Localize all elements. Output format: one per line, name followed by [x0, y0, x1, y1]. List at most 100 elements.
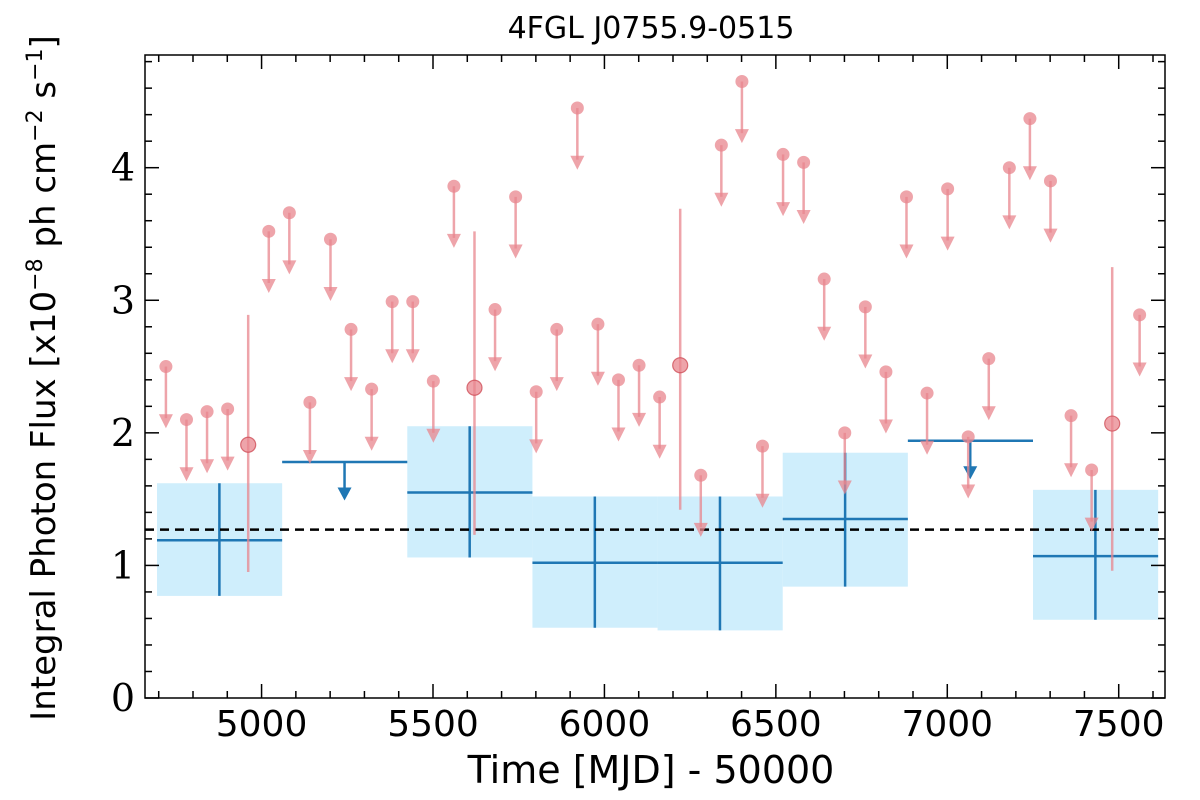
monthly-ul-point — [714, 138, 728, 152]
monthly-ul-point — [838, 426, 852, 440]
monthly-ul-arrow — [590, 371, 605, 386]
axes-frame — [144, 54, 1166, 699]
y-tick-label: 4 — [111, 146, 135, 190]
monthly-ul-arrow — [1132, 362, 1147, 377]
x-axis-label: Time [MJD] - 50000 — [467, 748, 835, 792]
monthly-ul-arrow — [837, 480, 852, 495]
monthly-ul-arrow — [858, 354, 873, 369]
monthly-ul-point — [694, 468, 708, 482]
monthly-ul-arrow — [529, 439, 544, 454]
monthly-ul-arrow — [632, 412, 647, 427]
monthly-ul-point — [591, 317, 605, 331]
monthly-ul-point — [920, 386, 934, 400]
monthly-ul-arrow — [899, 244, 914, 259]
monthly-ul-arrow — [261, 278, 276, 293]
monthly-ul-point — [961, 430, 975, 444]
monthly-ul-arrow — [734, 129, 749, 144]
monthly-det-point — [1104, 415, 1121, 432]
monthly-ul-arrow — [817, 326, 832, 341]
monthly-ul-arrow — [179, 467, 194, 482]
y-tick-label: 0 — [111, 676, 135, 720]
monthly-ul-point — [303, 395, 317, 409]
monthly-ul-point — [1023, 112, 1037, 126]
monthly-ul-arrow — [693, 522, 708, 537]
y-tick-label: 1 — [111, 543, 135, 587]
monthly-ul-arrow — [611, 427, 626, 442]
monthly-ul-arrow — [220, 456, 235, 471]
x-tick-label: 7000 — [901, 704, 993, 745]
monthly-ul-arrow — [1022, 166, 1037, 181]
monthly-ul-point — [447, 179, 461, 193]
monthly-ul-arrow — [200, 459, 215, 474]
monthly-det-point — [672, 357, 689, 374]
annual-ul-arrow — [337, 487, 352, 501]
monthly-ul-point — [385, 295, 399, 309]
monthly-ul-arrow — [1002, 215, 1017, 230]
monthly-ul-arrow — [323, 286, 338, 301]
y-tick-label: 2 — [111, 411, 135, 455]
monthly-ul-arrow — [714, 192, 729, 207]
monthly-ul-arrow — [981, 406, 996, 421]
monthly-ul-point — [221, 402, 235, 416]
monthly-ul-point — [1002, 161, 1016, 175]
monthly-ul-arrow — [549, 377, 564, 392]
monthly-detections — [240, 208, 1121, 573]
monthly-ul-arrow — [385, 349, 400, 364]
monthly-ul-arrow — [796, 210, 811, 225]
x-tick-label: 6000 — [559, 704, 651, 745]
monthly-ul-point — [529, 385, 543, 399]
monthly-ul-point — [1043, 174, 1057, 188]
monthly-ul-arrow — [755, 493, 770, 508]
monthly-ul-point — [879, 365, 893, 379]
monthly-ul-arrow — [364, 436, 379, 451]
monthly-ul-point — [941, 182, 955, 196]
monthly-ul-point — [653, 390, 667, 404]
monthly-ul-point — [509, 190, 523, 204]
monthly-upper-limits — [158, 75, 1147, 537]
monthly-ul-arrow — [1084, 517, 1099, 532]
monthly-ul-arrow — [488, 357, 503, 372]
monthly-ul-arrow — [405, 349, 420, 364]
monthly-det-point — [466, 379, 483, 396]
monthly-ul-arrow — [282, 260, 297, 275]
monthly-ul-point — [1085, 463, 1099, 477]
monthly-ul-point — [797, 155, 811, 169]
monthly-ul-point — [632, 358, 646, 372]
monthly-det-point — [240, 436, 257, 453]
monthly-ul-point — [426, 374, 440, 388]
monthly-ul-point — [323, 232, 337, 246]
monthly-ul-point — [262, 224, 276, 238]
monthly-ul-arrow — [570, 155, 585, 170]
monthly-ul-point — [179, 413, 193, 427]
x-tick-label: 6500 — [730, 704, 822, 745]
monthly-ul-point — [282, 206, 296, 220]
monthly-ul-point — [570, 101, 584, 115]
monthly-ul-arrow — [920, 440, 935, 455]
monthly-ul-arrow — [426, 428, 441, 443]
monthly-ul-point — [159, 360, 173, 374]
annual-ul-arrow — [963, 466, 978, 480]
monthly-ul-arrow — [508, 244, 523, 259]
monthly-ul-arrow — [776, 202, 791, 217]
monthly-ul-point — [365, 382, 379, 396]
y-axis-label: Integral Photon Flux [x10−8 ph cm−2 s−1] — [23, 35, 64, 721]
monthly-ul-arrow — [344, 377, 359, 392]
x-tick-label: 5500 — [387, 704, 479, 745]
monthly-ul-point — [611, 373, 625, 387]
monthly-ul-point — [550, 322, 564, 336]
monthly-ul-point — [1064, 409, 1078, 423]
monthly-ul-point — [735, 75, 749, 89]
monthly-ul-arrow — [1064, 463, 1079, 478]
monthly-ul-point — [344, 322, 358, 336]
monthly-ul-arrow — [878, 419, 893, 434]
x-tick-label: 5000 — [216, 704, 308, 745]
monthly-ul-arrow — [302, 450, 317, 465]
monthly-ul-point — [200, 405, 214, 419]
monthly-ul-point — [858, 300, 872, 314]
axis-ticks: 5000 5500 6000 6500 7000 7500 0 1 2 3 4 — [111, 55, 1165, 745]
x-tick-label: 7500 — [1073, 704, 1165, 745]
monthly-ul-point — [488, 303, 502, 317]
monthly-ul-point — [982, 352, 996, 366]
monthly-ul-arrow — [940, 236, 955, 251]
